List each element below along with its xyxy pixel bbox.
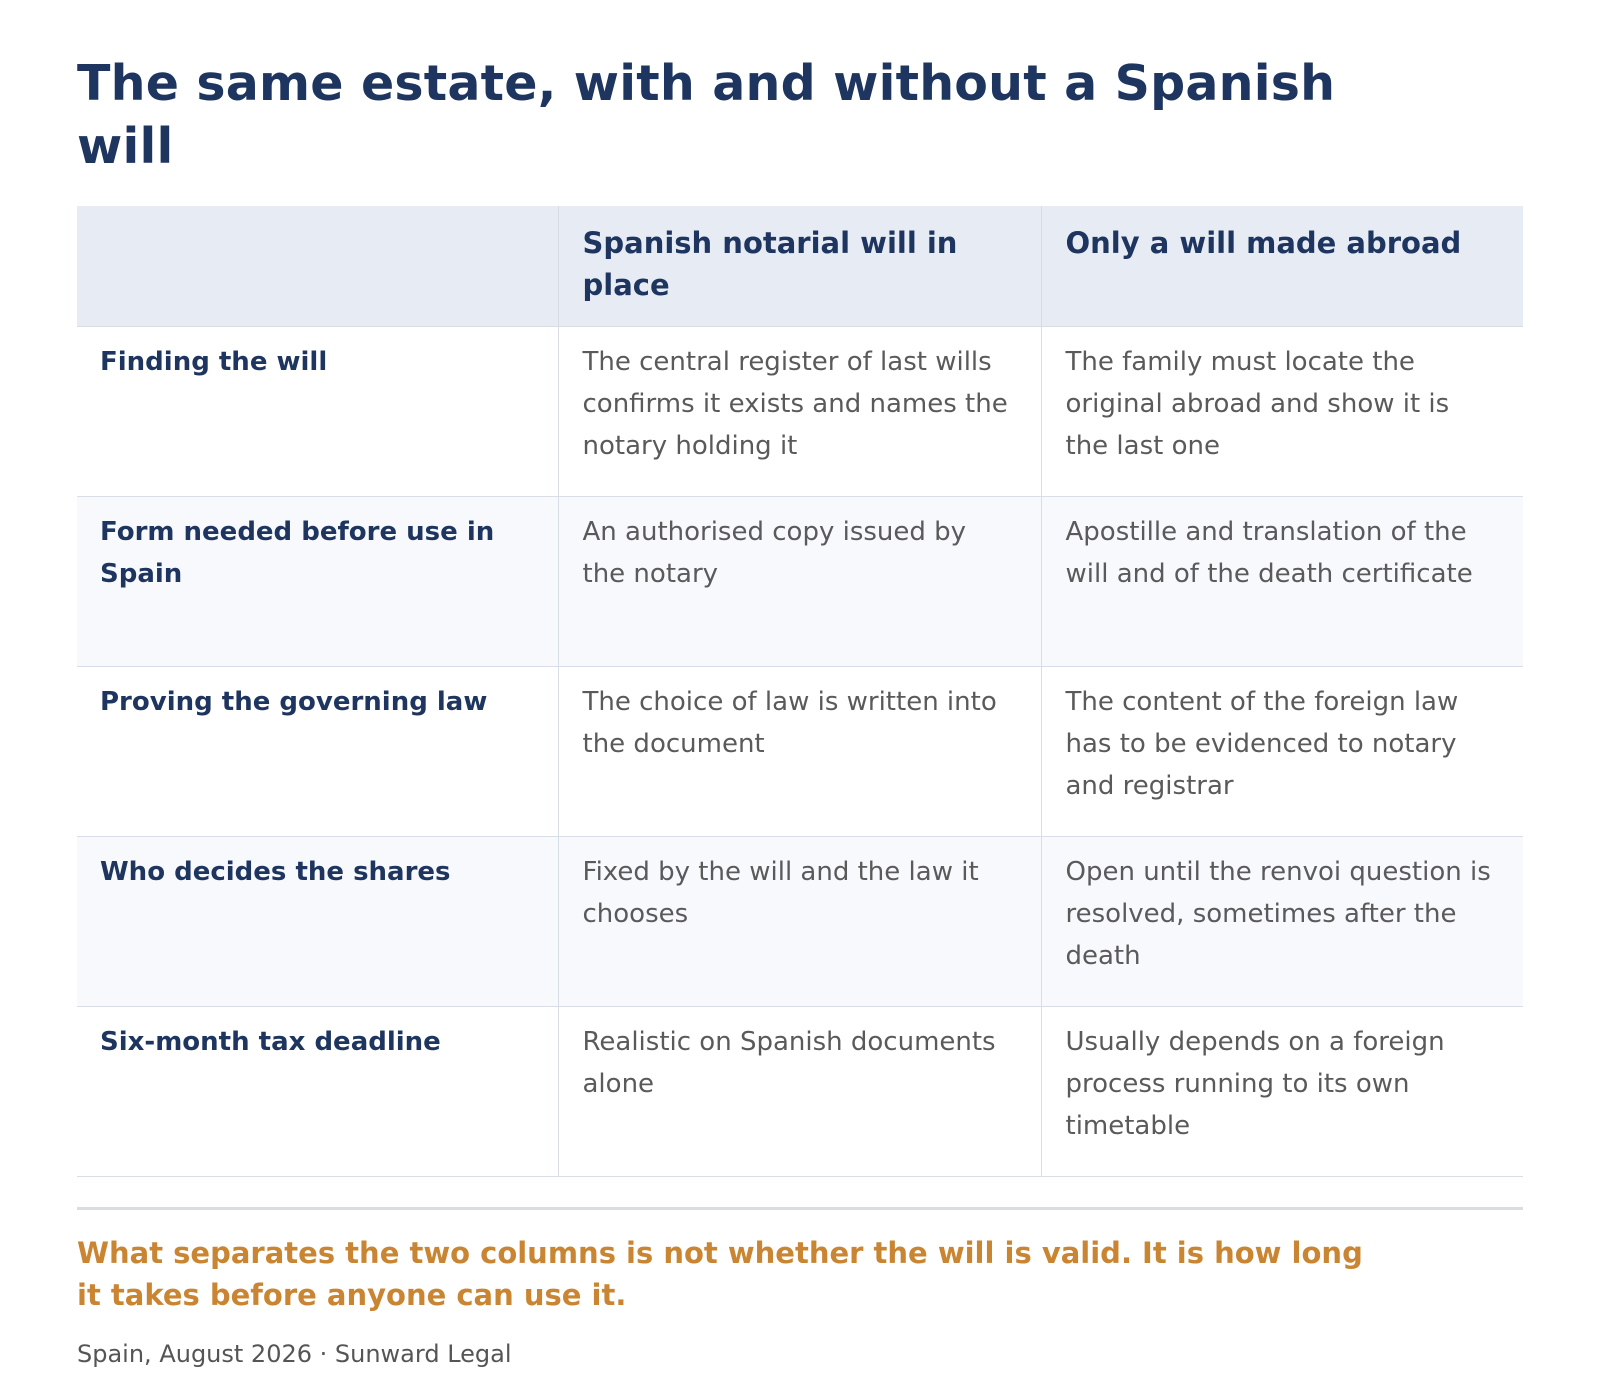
header-will-abroad: Only a will made abroad <box>1040 206 1523 327</box>
footer-credit: Spain, August 2026 · Sunward Legal <box>77 1340 512 1368</box>
cell-spanish-will: The central register of last wills confi… <box>557 326 1041 497</box>
cell-will-abroad: The content of the foreign law has to be… <box>1040 666 1523 837</box>
cell-will-abroad: Open until the renvoi question is resolv… <box>1040 836 1523 1007</box>
row-label: Who decides the shares <box>77 836 558 1007</box>
divider <box>77 1207 1523 1210</box>
cell-spanish-will: Realistic on Spanish documents alone <box>557 1006 1041 1177</box>
cell-will-abroad: Apostille and translation of the will an… <box>1040 496 1523 667</box>
row-label: Six-month tax deadline <box>77 1006 558 1177</box>
cell-will-abroad: Usually depends on a foreign process run… <box>1040 1006 1523 1177</box>
table-header-row: Spanish notarial will in place Only a wi… <box>77 206 1523 327</box>
page-title: The same estate, with and without a Span… <box>77 55 1336 175</box>
table-row: Finding the will The central register of… <box>77 326 1523 497</box>
cell-spanish-will: Fixed by the will and the law it chooses <box>557 836 1041 1007</box>
table-row: Proving the governing law The choice of … <box>77 666 1523 837</box>
row-label: Finding the will <box>77 326 558 497</box>
table-row: Who decides the shares Fixed by the will… <box>77 836 1523 1007</box>
cell-spanish-will: The choice of law is written into the do… <box>557 666 1041 837</box>
table-row: Form needed before use in Spain An autho… <box>77 496 1523 667</box>
table-row: Six-month tax deadline Realistic on Span… <box>77 1006 1523 1177</box>
key-takeaway: What separates the two columns is not wh… <box>77 1236 1363 1312</box>
row-label: Form needed before use in Spain <box>77 496 558 667</box>
cell-spanish-will: An authorised copy issued by the notary <box>557 496 1041 667</box>
comparison-table: Spanish notarial will in place Only a wi… <box>77 206 1523 1177</box>
cell-will-abroad: The family must locate the original abro… <box>1040 326 1523 497</box>
header-empty-cell <box>77 206 558 327</box>
row-label: Proving the governing law <box>77 666 558 837</box>
header-spanish-will: Spanish notarial will in place <box>557 206 1041 327</box>
